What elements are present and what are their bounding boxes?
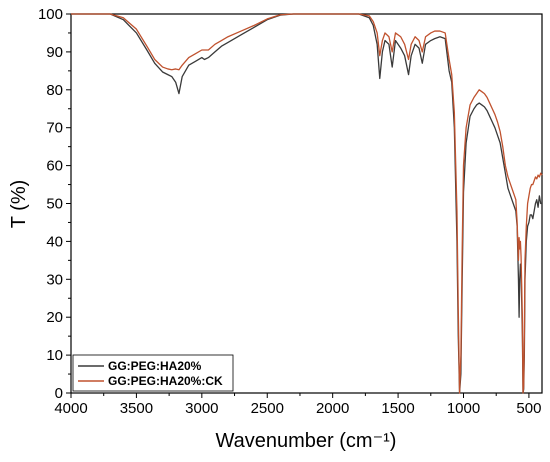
axis-tick-labels: 4000 3500 3000 2500 2000 1500 1000 500 0 10 20 30 40… xyxy=(38,6,541,417)
series-layer xyxy=(71,13,543,394)
y-tick-label: 80 xyxy=(46,82,63,99)
y-axis-title: T (%) xyxy=(8,180,30,229)
axis-ticks xyxy=(66,13,530,398)
y-tick-label: 40 xyxy=(46,233,63,250)
series-line-gg-peg-ha20 xyxy=(71,13,542,394)
y-tick-label: 20 xyxy=(46,309,63,326)
plot-area-frame xyxy=(70,13,543,394)
y-tick-label: 10 xyxy=(46,347,63,364)
y-tick-label: 70 xyxy=(46,120,63,137)
x-tick-label: 1500 xyxy=(381,400,414,417)
y-tick-label: 0 xyxy=(55,385,63,402)
y-tick-label: 100 xyxy=(38,6,63,23)
x-tick-label: 4000 xyxy=(54,400,87,417)
x-tick-label: 2000 xyxy=(316,400,349,417)
x-axis-title: Wavenumber (cm⁻¹) xyxy=(216,430,397,452)
y-tick-label: 90 xyxy=(46,44,63,61)
x-tick-label: 3500 xyxy=(120,400,153,417)
x-tick-label: 1000 xyxy=(447,400,480,417)
x-tick-label: 3000 xyxy=(185,400,218,417)
y-tick-label: 60 xyxy=(46,158,63,175)
x-tick-label: 2500 xyxy=(251,400,284,417)
legend-label-gg-peg-ha20: GG:PEG:HA20% xyxy=(108,359,202,373)
legend: GG:PEG:HA20% GG:PEG:HA20%:CK xyxy=(72,354,234,392)
legend-label-gg-peg-ha20-ck: GG:PEG:HA20%:CK xyxy=(108,374,223,388)
x-tick-label: 500 xyxy=(516,400,541,417)
series-line-gg-peg-ha20-ck xyxy=(71,13,543,394)
legend-box xyxy=(72,354,234,392)
y-tick-label: 30 xyxy=(46,271,63,288)
y-tick-label: 50 xyxy=(46,196,63,213)
